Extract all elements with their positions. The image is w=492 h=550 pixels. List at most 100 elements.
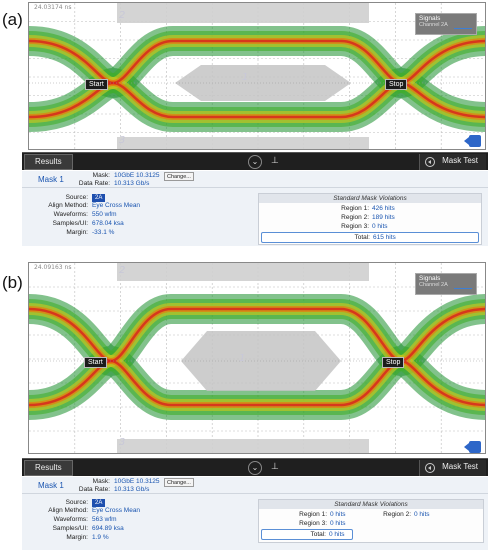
total-label: Total: <box>354 234 370 241</box>
signals-legend[interactable]: Signals Channel 2A <box>415 273 477 295</box>
scroll-arrow-icon[interactable] <box>464 441 481 453</box>
region3-label: Region 3: <box>299 520 327 527</box>
align-method-value: Eye Cross Mean <box>92 202 141 209</box>
results-tab[interactable]: Results <box>24 154 73 170</box>
mask-region-top <box>117 3 369 23</box>
samples-value: 678.04 ksa <box>92 220 124 227</box>
start-marker[interactable]: Start <box>84 357 107 368</box>
region-3-label: 3 <box>119 135 126 146</box>
align-method-label: Align Method: <box>48 507 88 514</box>
total-value: 615 hits <box>373 234 396 241</box>
source-label: Source: <box>65 499 88 506</box>
chevron-down-icon[interactable]: ⌄ <box>248 461 262 475</box>
margin-value: 1.9 % <box>92 534 109 541</box>
pin-icon[interactable]: ⊥ <box>271 155 279 165</box>
stop-marker[interactable]: Stop <box>382 357 405 368</box>
timestamp: 24.09163 ns <box>34 264 72 271</box>
data-rate-label: Data Rate: <box>78 486 110 493</box>
mask-name[interactable]: Mask 1 <box>38 481 64 490</box>
region-1-label: 1 <box>239 353 246 364</box>
source-label: Source: <box>65 194 88 201</box>
timestamp: 24.03174 ns <box>34 4 72 11</box>
margin-label: Margin: <box>66 534 88 541</box>
back-arrow-icon <box>425 157 436 167</box>
total-value: 0 hits <box>329 531 345 538</box>
align-method-label: Align Method: <box>48 202 88 209</box>
region3-value: 0 hits <box>330 520 346 527</box>
start-marker[interactable]: Start <box>85 79 108 90</box>
region2-value: 0 hits <box>414 511 430 518</box>
mask-test-button[interactable]: Mask Test <box>419 154 486 170</box>
violations-title: Standard Mask Violations <box>259 500 483 509</box>
region2-value: 189 hits <box>372 214 395 221</box>
stop-marker[interactable]: Stop <box>385 79 408 90</box>
source-badge: 2A <box>92 499 106 507</box>
signals-title: Signals <box>419 15 441 22</box>
eye-diagram-plot <box>29 3 485 149</box>
signals-title: Signals <box>419 275 441 282</box>
align-method-value: Eye Cross Mean <box>92 507 141 514</box>
mask-value: 10GbE 10.3125 <box>114 478 160 485</box>
region1-label: Region 1: <box>299 511 327 518</box>
eye-diagram-plot <box>29 263 485 453</box>
region-3-label: 3 <box>119 437 126 448</box>
region3-label: Region 3: <box>341 223 369 230</box>
mask-name[interactable]: Mask 1 <box>38 175 64 184</box>
total-label: Total: <box>310 531 326 538</box>
eye-diagram-screen-a[interactable]: 24.03174 ns Signals Channel 2A Start Sto… <box>28 2 486 150</box>
data-rate-label: Data Rate: <box>78 180 110 187</box>
signals-channel: Channel 2A <box>419 22 448 28</box>
region1-value: 0 hits <box>330 511 346 518</box>
region-1-label: 1 <box>242 72 249 83</box>
results-bar-b: Results ⌄ ⊥ Mask Test <box>22 458 488 476</box>
mask-region-bottom <box>117 439 369 453</box>
results-bar-a: Results ⌄ ⊥ Mask Test <box>22 152 488 170</box>
mask-label: Mask: <box>92 478 110 485</box>
data-rate-value: 10.313 Gb/s <box>114 180 150 187</box>
pin-icon[interactable]: ⊥ <box>271 461 279 471</box>
violations-title: Standard Mask Violations <box>259 194 481 203</box>
waveforms-value: 550 wfm <box>92 211 117 218</box>
eye-trace-band <box>29 307 485 407</box>
signals-channel: Channel 2A <box>419 282 448 288</box>
region-2-label: 2 <box>119 265 126 276</box>
region2-label: Region 2: <box>341 214 369 221</box>
mask-violations-box: Standard Mask Violations Region 1: 0 hit… <box>258 499 484 543</box>
mask-value: 10GbE 10.3125 <box>114 172 160 179</box>
channel-line-swatch <box>454 287 472 289</box>
samples-value: 694.89 ksa <box>92 525 124 532</box>
region1-label: Region 1: <box>341 205 369 212</box>
back-arrow-icon <box>425 463 436 473</box>
results-tab[interactable]: Results <box>24 460 73 476</box>
mask-header-a: Mask 1 Mask: 10GbE 10.3125 Change... Dat… <box>22 171 488 188</box>
mask-info-a: Source: 2A Align Method: Eye Cross Mean … <box>22 188 488 246</box>
signals-legend[interactable]: Signals Channel 2A <box>415 13 477 35</box>
samples-label: Samples/UI: <box>52 220 88 227</box>
eye-trace-band <box>29 39 485 119</box>
mask-header-b: Mask 1 Mask: 10GbE 10.3125 Change... Dat… <box>22 477 488 494</box>
change-mask-button[interactable]: Change... <box>164 172 194 181</box>
mask-region-top <box>117 263 369 281</box>
mask-test-label: Mask Test <box>442 156 478 165</box>
total-box: Total: 615 hits <box>261 232 479 243</box>
eye-trace-band <box>29 307 485 407</box>
data-rate-value: 10.313 Gb/s <box>114 486 150 493</box>
mask-label: Mask: <box>92 172 110 179</box>
mask-region-bottom <box>117 137 369 149</box>
margin-label: Margin: <box>66 229 88 236</box>
samples-label: Samples/UI: <box>52 525 88 532</box>
channel-line-swatch <box>454 27 472 29</box>
scroll-arrow-icon[interactable] <box>464 135 481 147</box>
panel-b-label: (b) <box>2 273 23 292</box>
region3-value: 0 hits <box>372 223 388 230</box>
chevron-down-icon[interactable]: ⌄ <box>248 155 262 169</box>
mask-test-button[interactable]: Mask Test <box>419 460 486 476</box>
eye-diagram-screen-b[interactable]: 24.09163 ns Signals Channel 2A Start Sto… <box>28 262 486 454</box>
waveforms-label: Waveforms: <box>53 211 88 218</box>
change-mask-button[interactable]: Change... <box>164 478 194 487</box>
total-box: Total: 0 hits <box>261 529 353 540</box>
mask-violations-box: Standard Mask Violations Region 1: 426 h… <box>258 193 482 245</box>
source-badge: 2A <box>92 194 106 202</box>
waveforms-label: Waveforms: <box>53 516 88 523</box>
mask-test-label: Mask Test <box>442 462 478 471</box>
